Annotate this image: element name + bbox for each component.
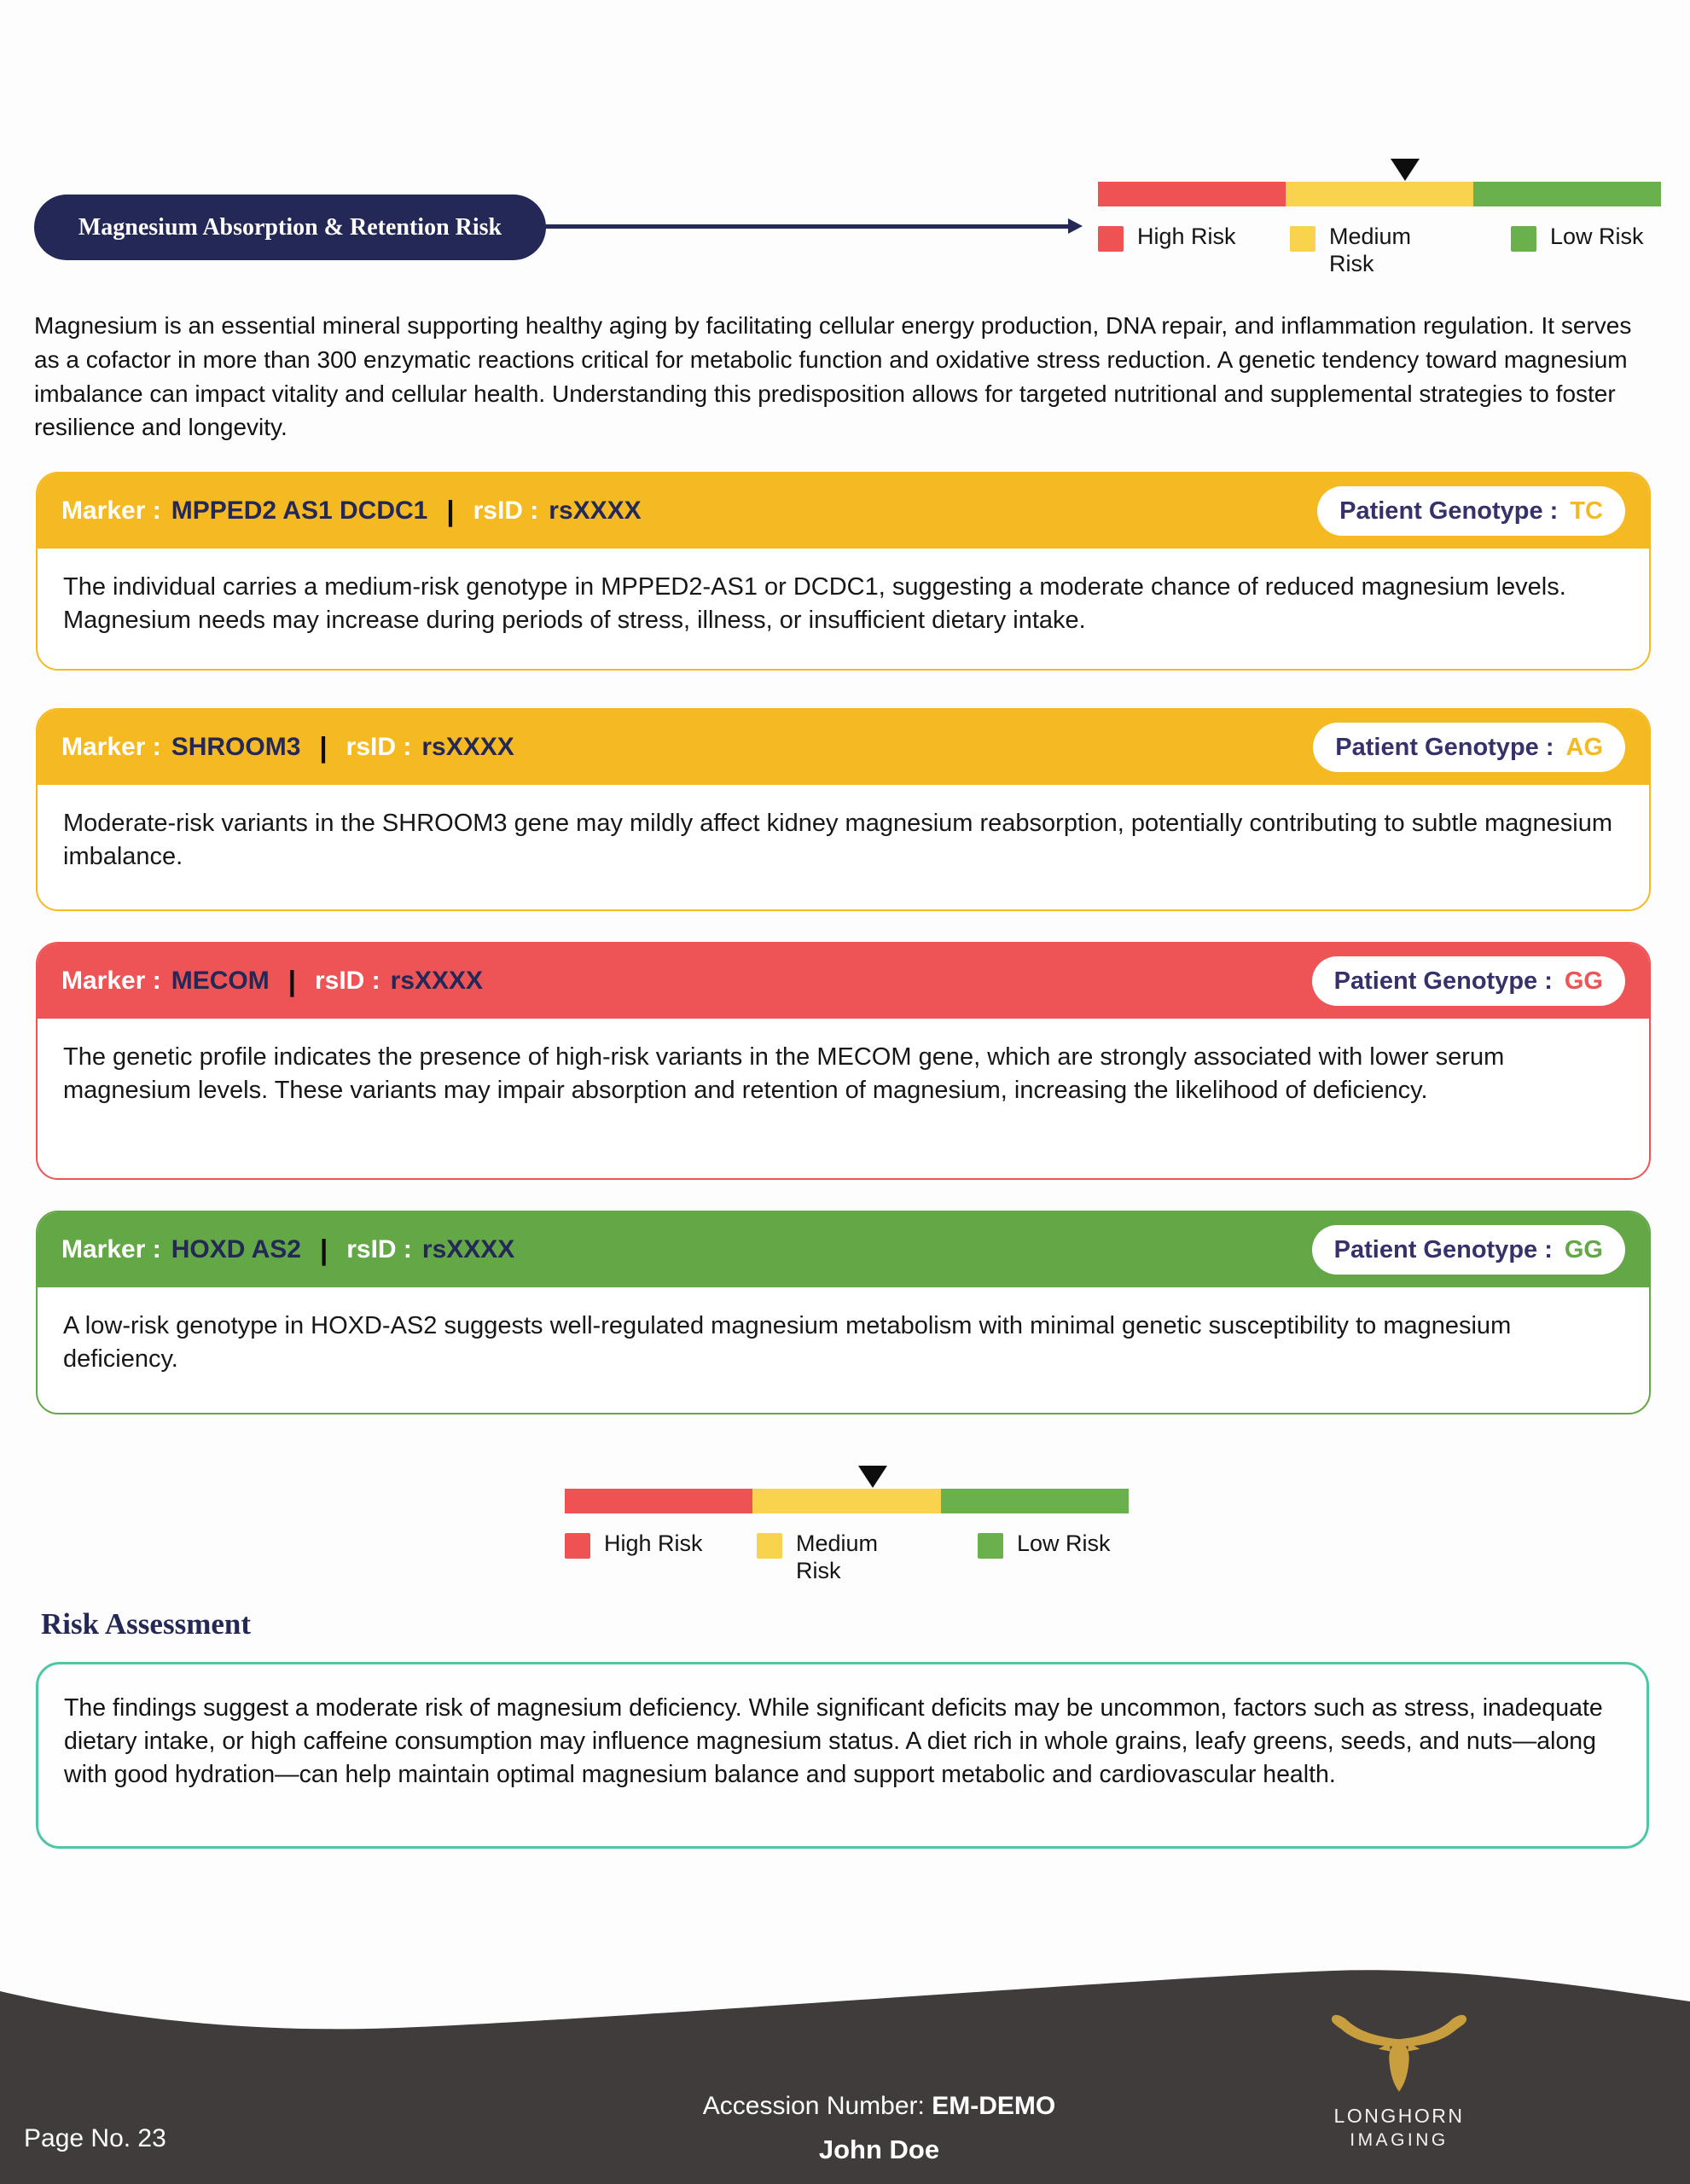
legend-label: Medium Risk <box>796 1531 879 1583</box>
legend-item-high: High Risk <box>565 1531 757 1585</box>
longhorn-logo-icon <box>1331 2014 1467 2092</box>
intro-paragraph: Magnesium is an essential mineral suppor… <box>34 312 1632 441</box>
gene-name: MECOM <box>171 967 270 995</box>
risk-segment-medium <box>752 1489 941 1513</box>
marker-card-header: Marker : MECOM | rsID : rsXXXX Patient G… <box>38 944 1649 1019</box>
rsid-label: rsID : <box>473 497 539 525</box>
marker-card-mecom: Marker : MECOM | rsID : rsXXXX Patient G… <box>36 942 1651 1180</box>
legend-item-medium: Medium Risk <box>1290 224 1511 278</box>
low-risk-swatch-icon <box>1511 226 1536 252</box>
brand-name: LONGHORN <box>1333 2105 1465 2127</box>
marker-card-hoxd: Marker : HOXD AS2 | rsID : rsXXXX Patien… <box>36 1211 1651 1414</box>
genotype-label: Patient Genotype : <box>1333 967 1553 995</box>
legend-label: Low Risk <box>1550 224 1644 249</box>
separator: | <box>287 965 296 996</box>
risk-segment-high <box>1098 182 1286 206</box>
risk-scale-summary: High Risk Medium Risk Low Risk <box>565 1466 1129 1585</box>
marker-description: The genetic profile indicates the presen… <box>63 1043 1505 1104</box>
low-risk-swatch-icon <box>978 1533 1003 1559</box>
marker-label: Marker : <box>61 1235 161 1263</box>
risk-segment-high <box>565 1489 753 1513</box>
connector-arrow-icon <box>1068 218 1083 234</box>
marker-card-mpped2: Marker : MPPED2 AS1 DCDC1 | rsID : rsXXX… <box>36 472 1651 671</box>
risk-assessment-heading: Risk Assessment <box>41 1607 252 1641</box>
marker-description: Moderate-risk variants in the SHROOM3 ge… <box>63 810 1613 870</box>
footer-patient-block: Accession Number: EM-DEMO John Doe <box>34 2092 1690 2165</box>
marker-card-header: Marker : SHROOM3 | rsID : rsXXXX Patient… <box>38 710 1649 785</box>
footer-wave <box>0 1970 1690 2184</box>
rsid-value: rsXXXX <box>390 967 484 995</box>
risk-pointer-track <box>565 1466 1129 1489</box>
legend-label: High Risk <box>604 1531 703 1556</box>
legend-item-low: Low Risk <box>978 1531 1129 1585</box>
risk-pointer-track <box>1098 159 1661 182</box>
genotype-label: Patient Genotype : <box>1339 497 1559 525</box>
risk-segment-low <box>940 1489 1129 1513</box>
separator: | <box>319 1234 328 1265</box>
legend-label: Low Risk <box>1017 1531 1111 1556</box>
page-title: Magnesium Absorption & Retention Risk <box>34 195 546 260</box>
legend-item-low: Low Risk <box>1511 224 1661 278</box>
page-number: Page No. 23 <box>24 2124 166 2152</box>
risk-assessment-box: The findings suggest a moderate risk of … <box>36 1662 1649 1849</box>
gene-name: HOXD AS2 <box>171 1235 301 1263</box>
genotype-value: TC <box>1570 497 1603 525</box>
genotype-badge: Patient Genotype : AG <box>1313 723 1625 772</box>
genotype-value: GG <box>1564 1235 1603 1263</box>
risk-segment-low <box>1473 182 1661 206</box>
legend-item-high: High Risk <box>1098 224 1290 278</box>
marker-label: Marker : <box>61 497 161 525</box>
marker-description: The individual carries a medium-risk gen… <box>63 573 1566 634</box>
gene-name: SHROOM3 <box>171 733 301 761</box>
risk-scale-top: High Risk Medium Risk Low Risk <box>1098 159 1661 278</box>
risk-legend: High Risk Medium Risk Low Risk <box>1098 224 1661 278</box>
genotype-badge: Patient Genotype : GG <box>1311 956 1625 1006</box>
rsid-label: rsID : <box>346 1235 412 1263</box>
genotype-label: Patient Genotype : <box>1335 733 1554 761</box>
rsid-label: rsID : <box>314 967 380 995</box>
genotype-label: Patient Genotype : <box>1333 1235 1553 1263</box>
separator: | <box>319 731 328 763</box>
marker-description: A low-risk genotype in HOXD-AS2 suggests… <box>63 1312 1512 1373</box>
rsid-value: rsXXXX <box>421 733 514 761</box>
marker-card-shroom3: Marker : SHROOM3 | rsID : rsXXXX Patient… <box>36 708 1651 911</box>
high-risk-swatch-icon <box>1098 226 1124 252</box>
legend-label: High Risk <box>1137 224 1236 249</box>
accession-line: Accession Number: EM-DEMO <box>34 2092 1690 2121</box>
accession-value: EM-DEMO <box>932 2092 1056 2120</box>
risk-pointer-icon <box>857 1466 887 1488</box>
footer-wave-shape <box>0 1970 1690 2184</box>
marker-card-header: Marker : HOXD AS2 | rsID : rsXXXX Patien… <box>38 1212 1649 1287</box>
brand-block: LONGHORN IMAGING <box>1311 2010 1487 2151</box>
gene-name: MPPED2 AS1 DCDC1 <box>171 497 428 525</box>
separator: | <box>446 495 455 526</box>
rsid-label: rsID : <box>346 733 412 761</box>
marker-label: Marker : <box>61 967 161 995</box>
rsid-value: rsXXXX <box>549 497 642 525</box>
brand-subtitle: IMAGING <box>1350 2130 1449 2150</box>
marker-label: Marker : <box>61 733 161 761</box>
risk-bar <box>1098 182 1661 206</box>
risk-pointer-icon <box>1391 159 1420 181</box>
rsid-value: rsXXXX <box>421 1235 515 1263</box>
legend-item-medium: Medium Risk <box>757 1531 978 1585</box>
risk-legend: High Risk Medium Risk Low Risk <box>565 1531 1129 1585</box>
risk-segment-medium <box>1286 182 1473 206</box>
genotype-badge: Patient Genotype : GG <box>1311 1225 1625 1275</box>
genotype-badge: Patient Genotype : TC <box>1317 486 1625 536</box>
medium-risk-swatch-icon <box>1290 226 1315 252</box>
legend-label: Medium Risk <box>1329 224 1412 276</box>
connector-line <box>527 224 1070 229</box>
high-risk-swatch-icon <box>565 1533 590 1559</box>
patient-name: John Doe <box>818 2135 940 2164</box>
medium-risk-swatch-icon <box>757 1533 782 1559</box>
accession-label: Accession Number: <box>702 2092 925 2120</box>
genotype-value: GG <box>1564 967 1603 995</box>
marker-card-header: Marker : MPPED2 AS1 DCDC1 | rsID : rsXXX… <box>38 473 1649 549</box>
genotype-value: AG <box>1565 733 1604 761</box>
risk-bar <box>565 1489 1129 1513</box>
